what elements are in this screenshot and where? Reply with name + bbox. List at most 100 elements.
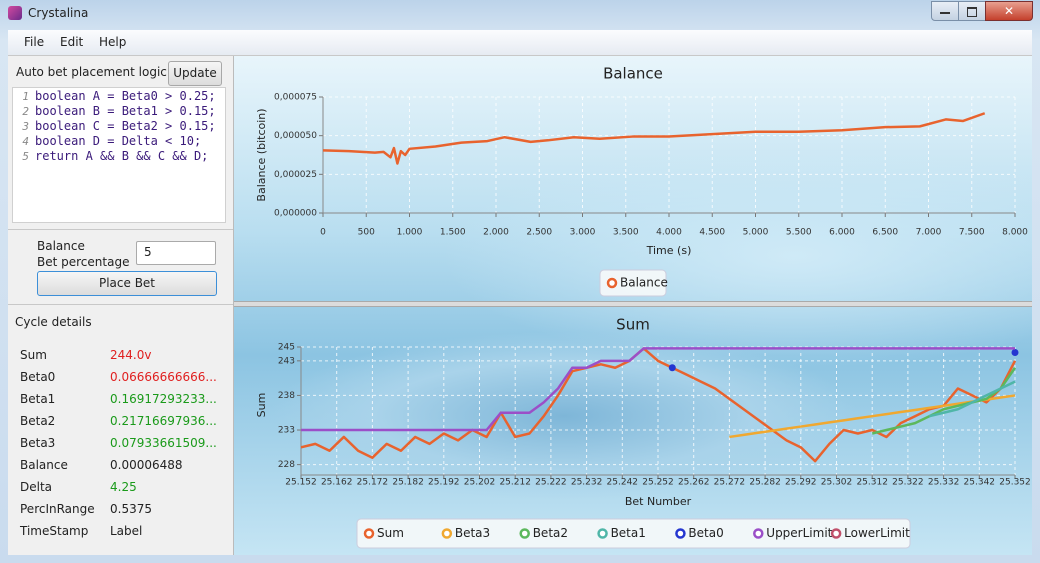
legend-marker — [675, 528, 686, 539]
x-tick-label: 7.000 — [916, 228, 942, 238]
x-tick-label: 25.202 — [464, 478, 496, 488]
cycle-label: TimeStamp — [20, 524, 89, 538]
series-line — [929, 380, 1016, 418]
series-line — [301, 347, 1015, 432]
x-tick-label: 1.500 — [440, 228, 466, 238]
x-tick-label: 25.282 — [749, 478, 781, 488]
cycle-value: 0.16917293233... — [110, 392, 217, 406]
x-tick-label: 25.292 — [785, 478, 817, 488]
bet-input[interactable]: 5 — [136, 241, 216, 265]
x-tick-label: 25.172 — [357, 478, 389, 488]
y-tick-label: 0,000050 — [274, 131, 317, 141]
cycle-label: Beta1 — [20, 392, 56, 406]
x-axis-label: Time (s) — [646, 244, 692, 257]
left-panel: Auto bet placement logic Update 1 boolean… — [8, 56, 234, 555]
menu-item[interactable]: Help — [99, 35, 127, 49]
menu-item[interactable]: File — [24, 35, 45, 49]
code-line: 2 boolean B = Beta1 > 0.15; — [13, 104, 225, 119]
legend-label: Beta3 — [455, 526, 490, 540]
series-point — [1011, 349, 1019, 357]
code-text: boolean B = Beta1 > 0.15; — [35, 104, 216, 118]
legend-label: LowerLimit — [844, 526, 910, 540]
x-tick-label: 25.262 — [678, 478, 710, 488]
x-tick-label: 25.232 — [571, 478, 603, 488]
x-tick-label: 7.500 — [959, 228, 985, 238]
menu-bar: File Edit Help — [8, 30, 1032, 56]
series-line — [322, 112, 986, 165]
legend — [599, 269, 667, 297]
code-line: 3 boolean C = Beta2 > 0.15; — [13, 119, 225, 134]
cycle-label: Beta2 — [20, 414, 56, 428]
y-tick-label: 243 — [278, 356, 295, 366]
x-tick-label: 25.322 — [892, 478, 924, 488]
update-button[interactable]: Update — [168, 61, 222, 86]
x-tick-label: 3.000 — [570, 228, 596, 238]
legend — [356, 518, 911, 549]
y-tick-label: 233 — [278, 426, 295, 436]
chart-title: Balance — [603, 65, 663, 83]
percentage-label: Bet percentage — [37, 255, 130, 269]
series-line — [871, 367, 1017, 435]
maximize-button[interactable] — [958, 1, 986, 21]
cycle-value: 0.5375 — [110, 502, 152, 516]
legend-marker — [606, 277, 618, 289]
x-tick-label: 25.352 — [999, 478, 1031, 488]
y-axis-label: Balance (bitcoin) — [255, 108, 268, 201]
x-tick-label: 4.500 — [699, 228, 725, 238]
cycle-value: 0.07933661509... — [110, 436, 217, 450]
cycle-header: Cycle details — [15, 315, 92, 329]
x-tick-label: 2.500 — [526, 228, 552, 238]
legend-label: Beta2 — [533, 526, 568, 540]
y-tick-label: 245 — [278, 343, 295, 353]
line-number: 1 — [22, 90, 29, 103]
balance-label: Balance — [37, 239, 85, 253]
x-axis-label: Bet Number — [625, 495, 692, 508]
chart-title: Sum — [616, 316, 650, 334]
x-tick-label: 25.182 — [392, 478, 424, 488]
x-tick-label: 3.500 — [613, 228, 639, 238]
x-tick-label: 25.192 — [428, 478, 460, 488]
x-tick-label: 25.252 — [642, 478, 674, 488]
legend-label: Beta1 — [611, 526, 646, 540]
y-tick-label: 0,000075 — [274, 93, 317, 103]
cycle-value: 244.0v — [110, 348, 152, 362]
x-tick-label: 8.000 — [1002, 228, 1028, 238]
cycle-value: 4.25 — [110, 480, 137, 494]
legend-marker — [753, 528, 764, 539]
legend-label: Beta0 — [688, 526, 723, 540]
x-tick-label: 25.242 — [607, 478, 639, 488]
code-text: boolean C = Beta2 > 0.15; — [35, 119, 216, 133]
x-tick-label: 0 — [320, 228, 326, 238]
code-line: 1 boolean A = Beta0 > 0.25; — [13, 89, 225, 104]
splitter[interactable] — [234, 301, 1032, 307]
cycle-label: Balance — [20, 458, 68, 472]
cycle-label: Beta3 — [20, 436, 56, 450]
x-tick-label: 6.000 — [829, 228, 855, 238]
x-tick-label: 2.000 — [483, 228, 509, 238]
code-editor[interactable]: 1 boolean A = Beta0 > 0.25; 2 boolean B = B… — [12, 87, 226, 223]
line-number: 4 — [22, 135, 29, 148]
x-tick-label: 25.342 — [964, 478, 996, 488]
x-tick-label: 5.000 — [743, 228, 769, 238]
x-tick-label: 25.152 — [285, 478, 317, 488]
cycle-value: 0.00006488 — [110, 458, 183, 472]
y-axis-label: Sum — [255, 393, 268, 418]
cycle-label: PercInRange — [20, 502, 95, 516]
menu-item[interactable]: Edit — [60, 35, 84, 49]
close-button[interactable]: ✕ — [985, 1, 1033, 21]
cycle-label: Delta — [20, 480, 53, 494]
place-bet-button[interactable]: Place Bet — [37, 271, 217, 296]
legend-label: Sum — [377, 526, 404, 540]
legend-marker — [830, 528, 842, 539]
x-tick-label: 25.302 — [821, 478, 853, 488]
cycle-label: Sum — [20, 348, 47, 362]
legend-marker — [363, 528, 375, 539]
code-text: return A && B && C && D; — [35, 149, 209, 163]
x-tick-label: 1.000 — [397, 228, 423, 238]
x-tick-label: 500 — [358, 228, 375, 238]
legend-marker — [441, 528, 453, 539]
y-tick-label: 238 — [278, 391, 295, 401]
legend-marker — [519, 528, 530, 539]
